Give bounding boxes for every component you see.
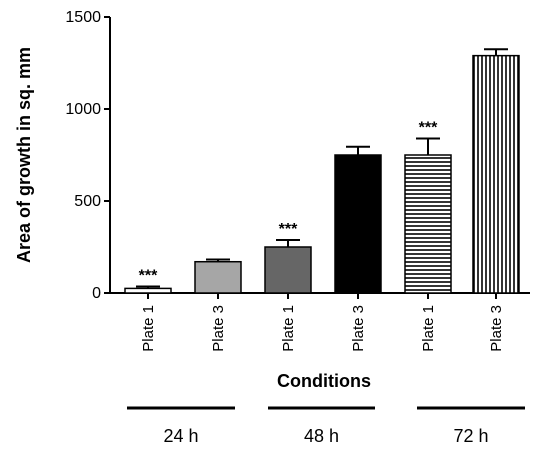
- category-label: Plate 1: [140, 305, 157, 352]
- significance-label: ***: [419, 119, 438, 136]
- axes: 0 500 1000 1500: [65, 9, 530, 302]
- bar: [404, 154, 452, 294]
- y-tick-label: 500: [74, 193, 101, 210]
- bar: [264, 246, 312, 294]
- y-tick-label: 1000: [65, 101, 101, 118]
- category-label: Plate 1: [420, 305, 437, 352]
- group-label: 72 h: [453, 426, 488, 446]
- y-tick-label: 1500: [65, 9, 101, 26]
- y-axis-title: Area of growth in sq. mm: [14, 47, 34, 263]
- labels: *** Plate 1 Plate 3 *** Plate 1 Plate 3 *** Pla…: [127, 119, 525, 446]
- bars: [124, 48, 520, 294]
- category-label: Plate 3: [210, 305, 227, 352]
- category-label: Plate 1: [280, 305, 297, 352]
- group-label: 24 h: [163, 426, 198, 446]
- category-label: Plate 3: [488, 305, 505, 352]
- bar: [194, 260, 242, 294]
- significance-label: ***: [139, 268, 158, 285]
- bar: [124, 287, 172, 294]
- x-axis-title: Conditions: [277, 371, 371, 391]
- bar: [334, 154, 382, 294]
- significance-label: ***: [279, 221, 298, 238]
- category-label: Plate 3: [350, 305, 367, 352]
- group-label: 48 h: [304, 426, 339, 446]
- y-tick-label: 0: [92, 285, 101, 302]
- bar: [472, 54, 520, 294]
